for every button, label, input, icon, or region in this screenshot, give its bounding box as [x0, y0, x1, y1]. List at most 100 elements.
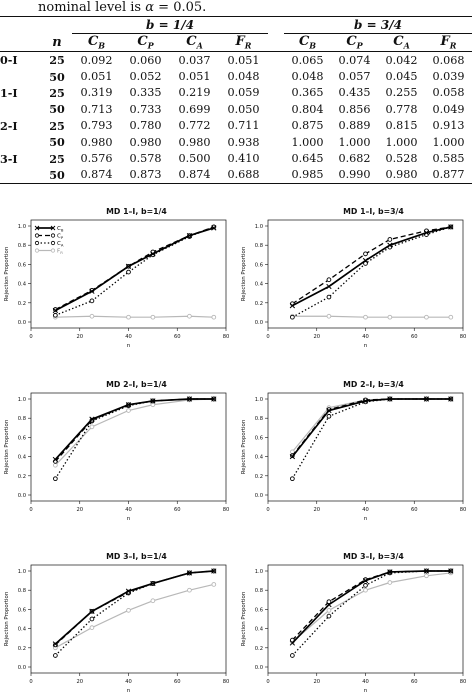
cell-b14: 0.319	[80, 86, 113, 100]
cell-b14: 0.873	[129, 168, 162, 182]
cell-b14: 0.500	[178, 152, 211, 166]
y-tick-label: 1.0	[18, 569, 26, 575]
x-tick-label: 40	[362, 679, 369, 685]
data-point-fr	[424, 573, 429, 579]
chart-panel-2: MD 1–I, b=3/4 0.0 0.2 0.4 0.6 0.8 1.0 0 20 40 60 80…	[241, 207, 466, 349]
x-tick-label: 20	[76, 334, 83, 340]
series-line-fr	[291, 572, 451, 643]
data-point-cb	[289, 453, 296, 460]
y-tick-label: 0.2	[18, 301, 26, 307]
y-tick-label: 0.0	[18, 665, 26, 671]
n-header: n	[52, 34, 62, 50]
rejection-table: b = 1/4 b = 3/4 n CB CP CA FR CB CP CA FR 0-I 25…	[0, 15, 472, 184]
model-label	[0, 134, 42, 150]
data-point-fr	[363, 314, 368, 320]
data-point-ca	[53, 653, 58, 658]
col-subscript: R	[244, 40, 252, 51]
col-symbol: C	[346, 34, 357, 50]
data-point-cb	[289, 640, 296, 646]
legend-marker	[50, 248, 56, 253]
x-tick-label: 0	[266, 679, 269, 685]
cell-b34: 1.000	[291, 135, 324, 149]
x-tick-label: 60	[174, 334, 181, 340]
chart-panel-4: MD 2–I, b=3/4 0.0 0.2 0.4 0.6 0.8 1.0 0 20 40 60 80…	[241, 380, 466, 522]
cell-b14: 0.711	[227, 119, 260, 133]
n-value: 50	[49, 135, 65, 150]
cell-b34: 0.058	[432, 86, 465, 100]
x-tick-label: 40	[362, 507, 369, 513]
y-tick-label: 0.8	[255, 416, 263, 422]
legend-symbol: C	[57, 241, 61, 247]
y-tick-label: 0.0	[18, 493, 26, 499]
y-tick-label: 0.0	[255, 665, 263, 671]
table-row: 50 0.051 0.052 0.051 0.048 0.048 0.057 0.045 0.0…	[0, 68, 472, 84]
x-tick-label: 20	[313, 507, 320, 513]
x-tick-label: 0	[29, 679, 32, 685]
group-header-b14: b = 1/4	[72, 15, 268, 35]
cell-b34: 0.980	[385, 168, 418, 182]
model-label: 1-I	[0, 85, 18, 100]
col-symbol: C	[393, 34, 404, 50]
x-tick-label: 40	[125, 507, 132, 513]
cell-b34: 0.057	[338, 70, 371, 84]
chart-panel-3: MD 2–I, b=1/4 0.0 0.2 0.4 0.6 0.8 1.0 0 20 40 60 80…	[4, 380, 229, 522]
alpha-symbol: α	[145, 0, 155, 15]
cell-b14: 0.688	[227, 168, 260, 182]
data-point-cb	[448, 224, 454, 230]
cell-b34: 0.889	[338, 119, 371, 133]
data-point-fr	[150, 314, 156, 320]
data-point-cb	[423, 396, 430, 402]
legend-subscript: P	[61, 235, 64, 240]
data-point-cb	[362, 398, 369, 404]
chart-title: MD 3–I, b=3/4	[343, 552, 404, 561]
x-tick-label: 0	[266, 507, 269, 513]
legend-symbol: C	[57, 226, 61, 232]
y-tick-label: 0.2	[18, 646, 26, 652]
chart-title: MD 1–I, b=3/4	[343, 207, 404, 216]
data-point-cb	[211, 568, 217, 574]
cell-b34: 0.074	[338, 53, 371, 67]
plot-frame	[267, 219, 464, 329]
data-point-ca	[53, 312, 58, 318]
chart-panel-5: MD 3–I, b=1/4 0.0 0.2 0.4 0.6 0.8 1.0 0 20 40 60 80…	[4, 552, 229, 694]
n-value: 25	[49, 118, 65, 133]
col-subscript: A	[403, 40, 410, 51]
plot-frame	[30, 564, 227, 674]
series-line-cb	[291, 570, 451, 644]
series-line-cp	[292, 226, 451, 305]
cell-b34: 0.645	[291, 152, 324, 166]
data-point-fr	[387, 314, 393, 320]
n-value: 50	[49, 167, 65, 182]
y-tick-label: 0.2	[255, 646, 263, 652]
cell-b34: 0.913	[432, 119, 465, 133]
cell-b14: 0.051	[178, 70, 211, 84]
legend-label: CP	[57, 234, 64, 241]
data-point-cb	[423, 568, 430, 574]
data-point-ca	[363, 583, 368, 588]
data-point-ca	[89, 298, 95, 304]
data-point-cb	[89, 608, 95, 614]
legend-subscript: B	[61, 228, 64, 233]
cell-b34: 0.048	[291, 70, 324, 84]
cell-b34: 0.528	[385, 152, 418, 166]
chart-panel-6: MD 3–I, b=3/4 0.0 0.2 0.4 0.6 0.8 1.0 0 20 40 60 80…	[241, 552, 466, 694]
col-header-b34-0: CB	[284, 34, 331, 52]
y-tick-label: 0.8	[18, 416, 26, 422]
y-tick-label: 1.0	[18, 224, 26, 230]
cell-b14: 0.980	[80, 135, 113, 149]
data-point-fr	[326, 313, 332, 319]
col-subscript: B	[309, 40, 317, 51]
data-point-cb	[448, 568, 454, 574]
data-point-fr	[126, 408, 131, 413]
legend-marker	[50, 233, 56, 238]
y-tick-label: 0.4	[18, 627, 27, 633]
data-point-cb	[89, 416, 95, 422]
cell-b34: 0.815	[385, 119, 418, 133]
col-header-b14-3: FR	[219, 34, 268, 52]
y-tick-label: 0.0	[18, 320, 26, 326]
legend-marker	[50, 240, 56, 246]
data-point-cp	[387, 237, 393, 242]
cell-b14: 0.980	[129, 135, 162, 149]
cell-b34: 0.365	[291, 86, 324, 100]
data-point-fr	[150, 598, 156, 604]
